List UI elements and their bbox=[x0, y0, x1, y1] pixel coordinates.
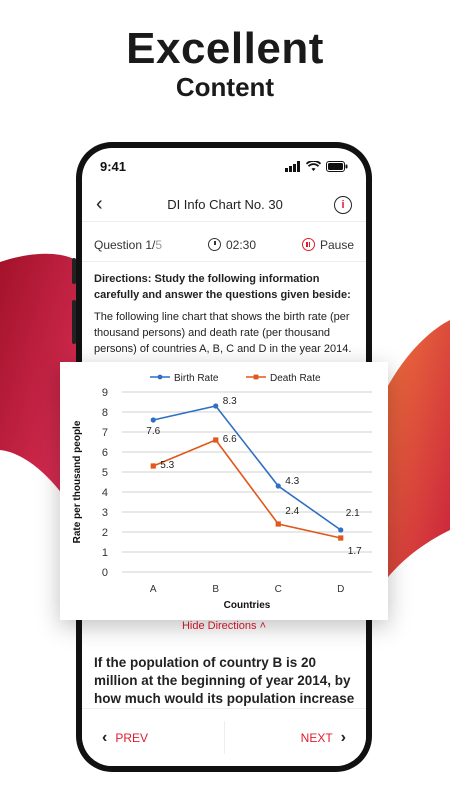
promo-headline: Excellent bbox=[126, 24, 324, 73]
data-label: 6.6 bbox=[223, 434, 237, 445]
data-label: 1.7 bbox=[348, 546, 362, 557]
y-tick-label: 7 bbox=[102, 427, 108, 439]
app-header: ‹ DI Info Chart No. 30 i bbox=[82, 188, 366, 222]
directions-body: The following line chart that shows the … bbox=[94, 310, 352, 355]
data-point bbox=[213, 403, 219, 409]
wifi-icon bbox=[306, 160, 321, 171]
data-label: 4.3 bbox=[285, 476, 299, 487]
nav-divider bbox=[224, 721, 225, 754]
phone-side-button bbox=[72, 300, 76, 344]
timer-value: 02:30 bbox=[226, 237, 257, 252]
y-tick-label: 3 bbox=[102, 507, 108, 519]
data-label: 5.3 bbox=[160, 460, 174, 471]
status-bar: 9:41 bbox=[82, 148, 366, 184]
directions-block: Directions: Study the following informat… bbox=[94, 272, 354, 358]
directions-title: Directions: Study the following informat… bbox=[94, 273, 351, 301]
chevron-right-icon: › bbox=[340, 728, 346, 746]
timer: 02:30 bbox=[208, 238, 256, 252]
series-line-0 bbox=[153, 405, 342, 531]
question-counter: Question 1/5 bbox=[94, 237, 163, 252]
pause-label: Pause bbox=[319, 237, 354, 252]
y-tick-label: 8 bbox=[102, 407, 108, 419]
data-label: 2.4 bbox=[285, 506, 299, 517]
line-chart-card: 0 1 2 3 4 5 6 7 8 9 A B C D Countries Rate per thousand… bbox=[60, 362, 388, 620]
bottom-navigation: ‹ PREV NEXT › bbox=[82, 708, 366, 766]
prev-label: PREV bbox=[115, 730, 149, 745]
x-tick-label: A bbox=[150, 584, 157, 595]
y-tick-label: 2 bbox=[102, 527, 108, 539]
question-text: If the population of country B is 20 mil… bbox=[94, 655, 355, 725]
data-point bbox=[150, 463, 156, 469]
data-label: 2.1 bbox=[346, 508, 360, 519]
signal-icon bbox=[285, 160, 300, 172]
promo-subheadline: Content bbox=[175, 72, 275, 102]
prev-button[interactable]: ‹ PREV bbox=[102, 729, 148, 747]
y-tick-label: 0 bbox=[102, 567, 108, 579]
y-axis-label: Rate per thousand people bbox=[72, 420, 83, 543]
x-axis-label: Countries bbox=[224, 600, 271, 611]
next-label: NEXT bbox=[300, 730, 333, 745]
data-point bbox=[150, 417, 156, 423]
y-tick-label: 5 bbox=[102, 467, 108, 479]
info-icon[interactable]: i bbox=[334, 195, 352, 214]
legend-marker bbox=[253, 374, 259, 380]
legend-label: Death Rate bbox=[270, 373, 321, 384]
data-point bbox=[275, 521, 281, 527]
legend-label: Birth Rate bbox=[174, 373, 219, 384]
x-tick-label: D bbox=[337, 584, 344, 595]
hide-directions-link[interactable]: Hide Directions ˄ bbox=[181, 620, 267, 632]
series-line-1 bbox=[152, 439, 341, 539]
data-point bbox=[338, 535, 344, 541]
clock-icon bbox=[208, 238, 221, 251]
data-label: 8.3 bbox=[223, 396, 237, 407]
data-label: 7.6 bbox=[146, 426, 160, 437]
question-status-bar: Question 1/5 02:30 Pause bbox=[82, 228, 366, 262]
x-tick-label: C bbox=[275, 584, 282, 595]
status-time: 9:41 bbox=[100, 158, 127, 174]
y-tick-label: 4 bbox=[102, 487, 108, 499]
legend-marker bbox=[157, 374, 163, 380]
data-point bbox=[338, 527, 344, 533]
data-point bbox=[275, 483, 281, 489]
line-chart: 0 1 2 3 4 5 6 7 8 9 A B C D Countries Rate per thousand… bbox=[72, 373, 372, 611]
data-point bbox=[213, 437, 219, 443]
pause-button[interactable]: Pause bbox=[301, 237, 354, 252]
chevron-left-icon: ‹ bbox=[102, 728, 108, 746]
phone-side-button bbox=[72, 258, 76, 284]
y-tick-label: 6 bbox=[102, 447, 108, 459]
pause-icon bbox=[301, 238, 315, 251]
x-tick-label: B bbox=[212, 584, 219, 595]
battery-icon bbox=[326, 160, 348, 172]
next-button[interactable]: NEXT › bbox=[301, 729, 346, 747]
y-tick-label: 9 bbox=[102, 387, 108, 399]
back-arrow-icon[interactable]: ‹ bbox=[96, 193, 103, 215]
page-title: DI Info Chart No. 30 bbox=[167, 197, 283, 212]
y-tick-label: 1 bbox=[102, 547, 108, 559]
